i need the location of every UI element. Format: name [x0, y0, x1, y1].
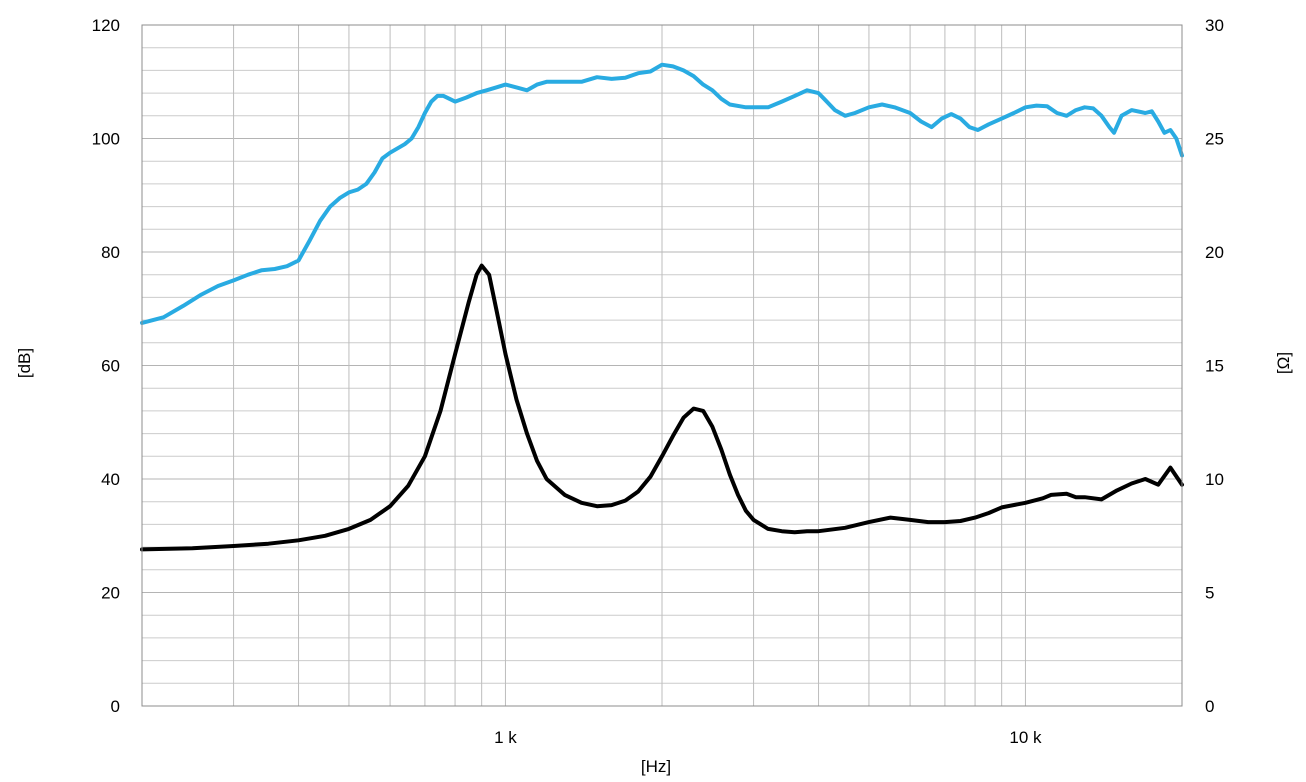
x-tick-label: 1 k	[494, 728, 517, 747]
spl-line	[140, 62, 1184, 325]
impedance-line	[140, 263, 1184, 552]
y-right-tick-label: 0	[1205, 697, 1214, 716]
y-right-tick-label: 15	[1205, 357, 1224, 376]
y-left-tick-label: 20	[101, 584, 120, 603]
x-tick-label: 10 k	[1009, 728, 1042, 747]
series-lines	[140, 62, 1184, 552]
y-left-tick-label: 0	[111, 697, 120, 716]
y-right-tick-label: 25	[1205, 130, 1224, 149]
plot-frame	[141, 24, 1183, 707]
y-left-tick-label: 40	[101, 470, 120, 489]
y-right-tick-label: 5	[1205, 584, 1214, 603]
y-left-tick-label: 120	[92, 16, 120, 35]
y-right-tick-label: 10	[1205, 470, 1224, 489]
y-axis-left-title: [dB]	[15, 348, 34, 378]
y-axis-right-title: [Ω]	[1274, 352, 1293, 374]
grid	[142, 24, 1182, 707]
y-left-tick-label: 60	[101, 357, 120, 376]
y-right-tick-label: 30	[1205, 16, 1224, 35]
tick-labels: 0 20 40 60 80 100 120 0 5 10 15 20 25 30 1 k 10 k	[92, 16, 1224, 747]
y-right-tick-label: 20	[1205, 243, 1224, 262]
x-axis-title: [Hz]	[641, 757, 671, 776]
y-left-tick-label: 80	[101, 243, 120, 262]
y-left-tick-label: 100	[92, 130, 120, 149]
